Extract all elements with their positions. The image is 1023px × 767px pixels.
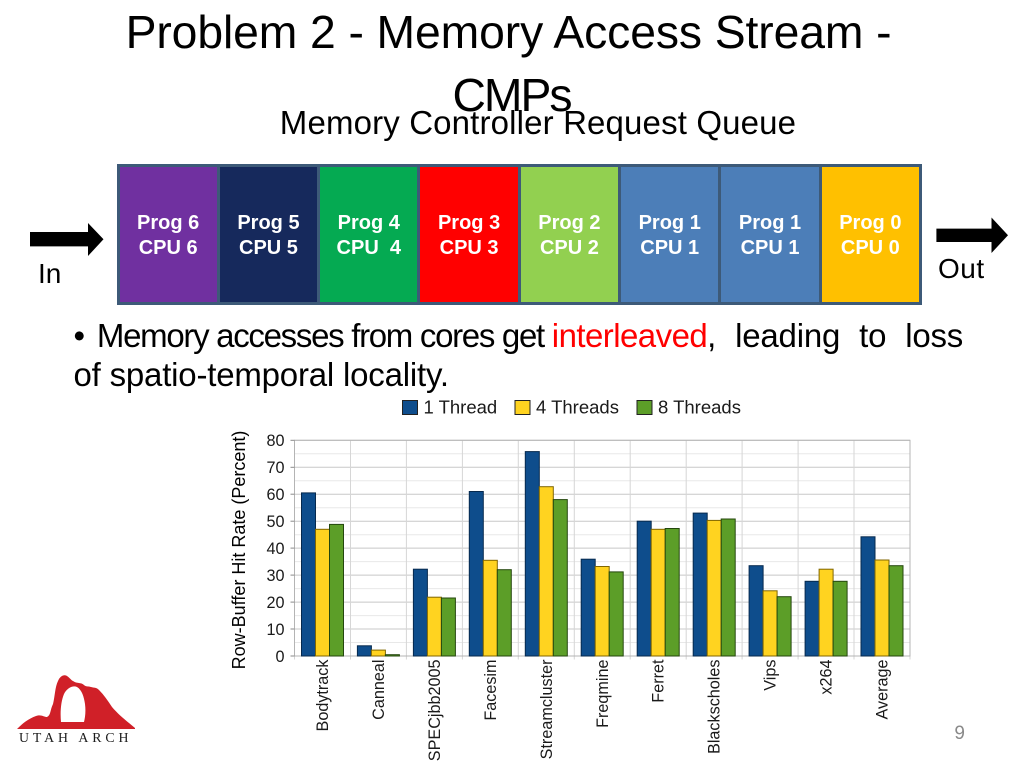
svg-text:Average: Average [874,660,892,720]
svg-text:70: 70 [266,459,284,477]
svg-text:Canneal: Canneal [370,660,388,720]
svg-text:50: 50 [266,513,284,531]
svg-text:Ferret: Ferret [650,659,668,703]
svg-text:20: 20 [266,594,284,612]
svg-text:1 Thread: 1 Thread [424,397,498,418]
svg-text:40: 40 [266,540,284,558]
svg-text:30: 30 [266,567,284,585]
svg-text:Freqmine: Freqmine [594,660,612,728]
svg-text:80: 80 [266,432,284,450]
svg-text:Bodytrack: Bodytrack [314,659,332,732]
svg-text:4 Threads: 4 Threads [536,397,619,418]
svg-text:Vips: Vips [762,660,780,691]
svg-text:Facesim: Facesim [482,660,500,721]
svg-text:8 Threads: 8 Threads [658,397,741,418]
svg-text:UTAH ARCH: UTAH ARCH [19,730,132,745]
svg-text:10: 10 [266,621,284,639]
svg-text:60: 60 [266,486,284,504]
svg-text:SPECjbb2005: SPECjbb2005 [426,660,444,762]
svg-text:Streamcluster: Streamcluster [538,659,556,759]
svg-text:Row-Buffer Hit Rate (Percent): Row-Buffer Hit Rate (Percent) [229,431,249,670]
svg-text:Blackscholes: Blackscholes [706,660,724,754]
svg-text:0: 0 [275,648,284,666]
svg-text:x264: x264 [818,660,836,695]
